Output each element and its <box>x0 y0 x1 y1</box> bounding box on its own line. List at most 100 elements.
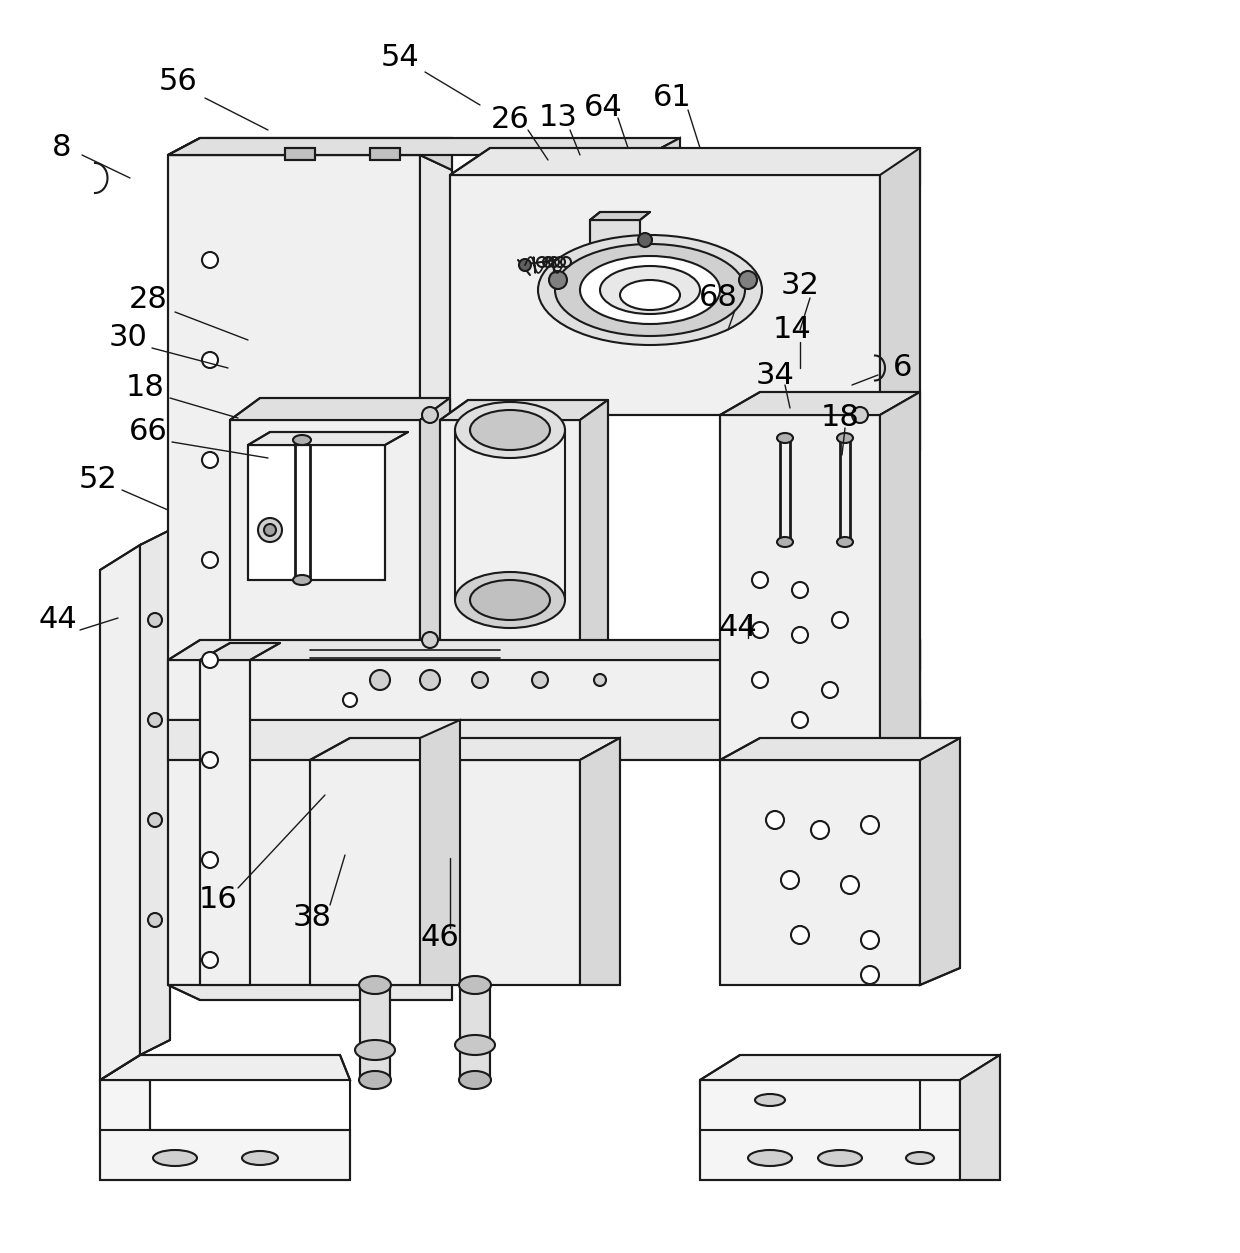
Circle shape <box>202 452 218 469</box>
Text: 64: 64 <box>584 94 622 123</box>
Text: 44: 44 <box>38 605 77 634</box>
Text: 56: 56 <box>159 68 197 96</box>
Text: 6: 6 <box>893 353 913 382</box>
Circle shape <box>861 816 879 834</box>
Polygon shape <box>460 985 490 1080</box>
Polygon shape <box>248 432 408 445</box>
Polygon shape <box>880 640 920 720</box>
Polygon shape <box>370 148 401 160</box>
Polygon shape <box>310 761 580 985</box>
Text: 66: 66 <box>129 417 167 446</box>
Circle shape <box>148 713 162 727</box>
Circle shape <box>258 517 281 543</box>
Text: 44: 44 <box>719 614 758 643</box>
Text: 8: 8 <box>52 134 72 163</box>
Ellipse shape <box>470 410 551 450</box>
Ellipse shape <box>755 1094 785 1106</box>
Circle shape <box>792 712 808 728</box>
Circle shape <box>751 621 768 638</box>
Circle shape <box>202 852 218 868</box>
Polygon shape <box>167 155 420 985</box>
Circle shape <box>739 271 756 289</box>
Ellipse shape <box>777 538 794 548</box>
Circle shape <box>472 672 489 688</box>
Polygon shape <box>440 400 608 420</box>
Circle shape <box>532 672 548 688</box>
Polygon shape <box>167 720 880 761</box>
Circle shape <box>751 573 768 588</box>
Polygon shape <box>720 415 880 761</box>
Polygon shape <box>167 155 453 1000</box>
Ellipse shape <box>459 976 491 994</box>
Ellipse shape <box>355 1040 396 1060</box>
Text: 54: 54 <box>381 44 419 73</box>
Polygon shape <box>167 138 453 170</box>
Circle shape <box>852 407 868 424</box>
Circle shape <box>148 913 162 927</box>
Polygon shape <box>440 420 580 660</box>
Polygon shape <box>580 400 608 660</box>
Polygon shape <box>880 148 920 450</box>
Polygon shape <box>880 700 920 761</box>
Ellipse shape <box>293 575 311 585</box>
Text: 26: 26 <box>491 105 529 134</box>
Polygon shape <box>580 738 620 985</box>
Polygon shape <box>100 545 140 1080</box>
Polygon shape <box>450 175 880 415</box>
Ellipse shape <box>538 236 763 345</box>
Text: 13: 13 <box>538 104 578 133</box>
Polygon shape <box>248 445 384 580</box>
Circle shape <box>422 632 438 648</box>
Polygon shape <box>720 738 960 761</box>
Polygon shape <box>920 738 960 985</box>
Polygon shape <box>200 660 250 985</box>
Ellipse shape <box>620 279 680 309</box>
Polygon shape <box>200 643 280 660</box>
Polygon shape <box>360 985 391 1080</box>
Circle shape <box>343 693 357 707</box>
Text: 68: 68 <box>698 283 738 312</box>
Polygon shape <box>649 138 680 211</box>
Circle shape <box>202 752 218 768</box>
Text: 38: 38 <box>293 903 331 932</box>
Ellipse shape <box>242 1152 278 1165</box>
Polygon shape <box>167 138 680 155</box>
Text: 46: 46 <box>420 923 459 952</box>
Circle shape <box>639 233 652 247</box>
Circle shape <box>594 674 606 685</box>
Polygon shape <box>100 1055 350 1080</box>
Polygon shape <box>960 1055 999 1180</box>
Circle shape <box>861 966 879 984</box>
Polygon shape <box>701 1080 960 1180</box>
Circle shape <box>766 811 784 829</box>
Circle shape <box>202 952 218 969</box>
Text: 18: 18 <box>821 403 859 432</box>
Circle shape <box>202 252 218 268</box>
Circle shape <box>520 259 531 271</box>
Polygon shape <box>140 530 170 1055</box>
Polygon shape <box>229 398 450 420</box>
Ellipse shape <box>906 1152 934 1164</box>
Circle shape <box>202 652 218 668</box>
Circle shape <box>148 813 162 827</box>
Circle shape <box>861 931 879 949</box>
Circle shape <box>264 524 277 536</box>
Ellipse shape <box>777 434 794 444</box>
Circle shape <box>549 271 567 289</box>
Polygon shape <box>420 720 460 985</box>
Text: 18: 18 <box>125 373 165 402</box>
Ellipse shape <box>556 244 745 336</box>
Polygon shape <box>590 221 640 269</box>
Ellipse shape <box>360 1071 391 1089</box>
Circle shape <box>202 352 218 368</box>
Polygon shape <box>701 1055 999 1080</box>
Polygon shape <box>420 398 450 660</box>
Polygon shape <box>229 420 420 660</box>
Polygon shape <box>310 738 620 761</box>
Circle shape <box>791 926 808 944</box>
Circle shape <box>370 670 391 690</box>
Text: 61: 61 <box>652 84 692 113</box>
Circle shape <box>832 611 848 628</box>
Polygon shape <box>590 212 650 221</box>
Polygon shape <box>880 392 920 761</box>
